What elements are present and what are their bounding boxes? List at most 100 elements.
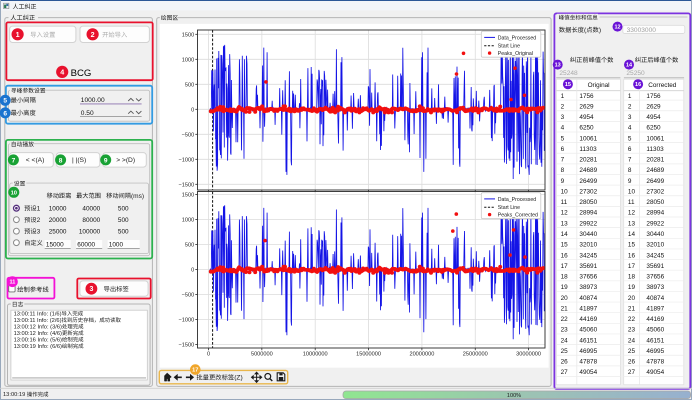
svg-text:26: 26 (628, 359, 636, 366)
svg-text:34245: 34245 (646, 252, 664, 259)
svg-text:11: 11 (628, 199, 635, 206)
svg-text:49054: 49054 (646, 369, 664, 376)
svg-text:44169: 44169 (579, 316, 597, 323)
svg-text:(ms): (ms) (131, 193, 144, 200)
svg-text:41897: 41897 (579, 305, 597, 312)
svg-text:500: 500 (185, 82, 194, 88)
svg-text:27302: 27302 (646, 188, 664, 195)
svg-text:−1000: −1000 (178, 157, 194, 163)
svg-text:8: 8 (59, 157, 63, 164)
svg-text:15000: 15000 (46, 241, 64, 248)
svg-text:15: 15 (561, 242, 569, 249)
svg-text:34245: 34245 (579, 252, 597, 259)
svg-text:29922: 29922 (646, 220, 664, 227)
svg-text:): ) (599, 27, 601, 34)
svg-text:21: 21 (628, 305, 636, 312)
svg-text:26499: 26499 (646, 178, 664, 185)
svg-text:−500: −500 (182, 132, 195, 138)
svg-text:2: 2 (37, 217, 41, 224)
svg-text:Peaks_Original: Peaks_Original (498, 51, 533, 57)
svg-text:26: 26 (561, 359, 569, 366)
svg-text:4954: 4954 (579, 114, 594, 121)
svg-text:32010: 32010 (579, 242, 597, 249)
svg-text:19: 19 (561, 284, 569, 291)
svg-text:40874: 40874 (579, 295, 597, 302)
svg-text:500: 500 (118, 217, 129, 224)
svg-text:16: 16 (561, 252, 569, 259)
svg-text:7: 7 (628, 157, 632, 164)
svg-text:37656: 37656 (646, 274, 664, 281)
svg-text:100%: 100% (507, 393, 521, 399)
svg-text:17: 17 (192, 368, 198, 374)
svg-text:1500: 1500 (182, 32, 194, 38)
svg-text:15000000: 15000000 (356, 352, 381, 358)
svg-text:11303: 11303 (646, 146, 664, 153)
svg-text:2629: 2629 (646, 103, 661, 110)
svg-text:| |(S): | |(S) (72, 157, 86, 164)
svg-text:24689: 24689 (579, 167, 597, 174)
svg-text:40000: 40000 (82, 206, 100, 213)
svg-text:1000: 1000 (182, 218, 194, 224)
svg-text:20000000: 20000000 (409, 352, 434, 358)
svg-text:3: 3 (89, 286, 93, 293)
svg-text:1756: 1756 (646, 93, 661, 100)
svg-text:35691: 35691 (579, 263, 597, 270)
svg-text:18: 18 (561, 274, 569, 281)
svg-text:4: 4 (60, 67, 64, 76)
svg-text:9: 9 (104, 157, 108, 164)
svg-text:24: 24 (628, 337, 636, 344)
svg-text:27302: 27302 (579, 188, 597, 195)
svg-text:28994: 28994 (646, 210, 664, 217)
svg-text:22: 22 (561, 316, 569, 323)
svg-text:33003000: 33003000 (627, 27, 657, 34)
svg-text:10: 10 (561, 188, 569, 195)
svg-text:10000: 10000 (49, 206, 67, 213)
svg-text:30440: 30440 (646, 231, 664, 238)
svg-text:28050: 28050 (579, 199, 597, 206)
svg-text:5: 5 (3, 98, 7, 105)
svg-text:13:00:12 Info: (4/6): 13:00:12 Info: (4/6) (14, 331, 62, 337)
svg-text:11: 11 (561, 199, 568, 206)
svg-text:13:00:11 Info: (2/6): 13:00:11 Info: (2/6) (14, 318, 62, 324)
svg-text:40874: 40874 (646, 295, 664, 302)
svg-text:18: 18 (628, 274, 636, 281)
svg-text:6: 6 (3, 110, 7, 117)
svg-text:Corrected: Corrected (648, 82, 677, 89)
svg-text:1: 1 (37, 206, 41, 213)
svg-text:15: 15 (565, 82, 571, 88)
svg-text:10061: 10061 (579, 135, 597, 142)
svg-text:30440: 30440 (579, 231, 597, 238)
svg-text:4954: 4954 (646, 114, 661, 121)
svg-text:1: 1 (628, 93, 632, 100)
svg-text:13: 13 (555, 63, 561, 69)
svg-text:22: 22 (628, 316, 636, 323)
svg-text:BCG: BCG (71, 68, 92, 79)
svg-text:−1500: −1500 (178, 182, 194, 188)
svg-text:38973: 38973 (579, 284, 597, 291)
svg-text:9: 9 (628, 178, 632, 185)
svg-text:13:00:19: 13:00:19 (3, 392, 25, 398)
svg-text:45060: 45060 (646, 327, 664, 334)
svg-text:10: 10 (628, 188, 636, 195)
svg-text:32010: 32010 (646, 242, 664, 249)
svg-text:13:00:11 Info: (1/6): 13:00:11 Info: (1/6) (14, 311, 62, 317)
svg-text:12: 12 (614, 25, 620, 31)
svg-text:4: 4 (628, 125, 632, 132)
svg-text:3: 3 (37, 229, 41, 236)
svg-text:47878: 47878 (646, 359, 664, 366)
svg-text:13:00:16 Info: (5/6): 13:00:16 Info: (5/6) (14, 337, 62, 343)
svg-text:1756: 1756 (579, 93, 594, 100)
svg-text:< <(A): < <(A) (26, 157, 45, 164)
svg-text:35691: 35691 (646, 263, 664, 270)
svg-text:3: 3 (561, 114, 565, 121)
svg-text:16: 16 (628, 252, 636, 259)
svg-text:14: 14 (628, 231, 636, 238)
svg-text:9: 9 (561, 178, 565, 185)
svg-text:1500: 1500 (182, 193, 194, 199)
svg-text:11303: 11303 (579, 146, 597, 153)
svg-text:44169: 44169 (646, 316, 664, 323)
svg-text:Data_Processed: Data_Processed (498, 197, 536, 203)
svg-text:45060: 45060 (579, 327, 597, 334)
svg-text:20: 20 (628, 295, 636, 302)
svg-text:25250: 25250 (626, 70, 645, 77)
